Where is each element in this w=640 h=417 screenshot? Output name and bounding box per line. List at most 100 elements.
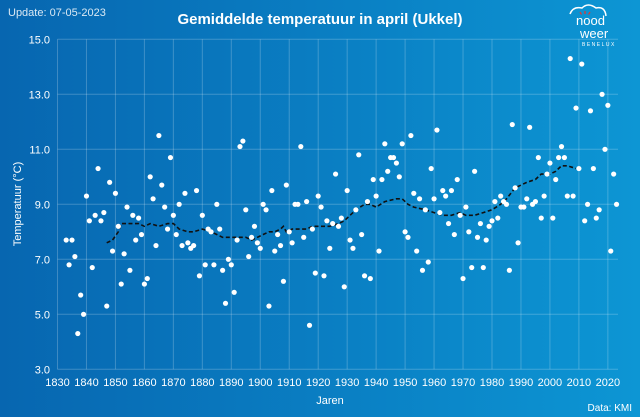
data-point xyxy=(379,176,385,183)
data-point xyxy=(544,171,550,177)
x-tick-label: 1990 xyxy=(509,377,533,389)
data-point xyxy=(228,262,234,268)
data-point xyxy=(193,187,200,194)
data-point xyxy=(286,229,292,235)
data-point xyxy=(596,207,602,213)
data-point xyxy=(422,207,428,213)
data-point xyxy=(124,204,130,210)
data-point xyxy=(170,212,176,218)
data-point xyxy=(121,251,127,257)
data-point xyxy=(112,190,119,196)
data-point xyxy=(393,160,400,166)
data-point xyxy=(78,292,84,298)
data-point xyxy=(202,262,208,268)
data-point xyxy=(443,193,449,199)
data-point xyxy=(509,121,515,128)
data-point xyxy=(451,231,457,238)
data-point xyxy=(75,330,81,337)
data-point xyxy=(599,91,605,97)
trend-line xyxy=(106,165,577,244)
data-point xyxy=(570,193,576,199)
data-point xyxy=(437,209,443,216)
data-point xyxy=(304,198,310,205)
data-point xyxy=(237,143,243,150)
x-tick-label: 1850 xyxy=(103,377,127,389)
data-point xyxy=(489,218,495,224)
data-point xyxy=(243,207,249,213)
data-point xyxy=(480,264,486,271)
data-point xyxy=(133,237,139,243)
data-point xyxy=(399,141,405,147)
source-label: Data: KMI xyxy=(588,403,632,414)
data-point xyxy=(593,215,599,221)
data-point xyxy=(211,262,217,268)
data-point xyxy=(350,245,356,251)
data-point xyxy=(370,176,376,183)
data-point xyxy=(564,193,570,199)
data-point xyxy=(138,231,145,238)
data-point xyxy=(179,242,185,249)
data-point xyxy=(411,190,417,196)
data-point xyxy=(332,171,339,177)
data-point xyxy=(611,171,617,177)
data-point xyxy=(225,256,232,262)
data-point xyxy=(532,198,539,205)
data-point xyxy=(164,226,171,232)
data-point xyxy=(95,165,101,172)
data-point xyxy=(506,267,512,273)
data-point xyxy=(199,212,205,218)
data-point xyxy=(257,245,263,251)
y-tick-label: 3.0 xyxy=(35,364,50,376)
data-point xyxy=(248,234,255,240)
data-point xyxy=(477,220,484,227)
data-point xyxy=(590,165,596,172)
data-point xyxy=(266,303,272,309)
data-point xyxy=(541,193,547,199)
data-point xyxy=(579,61,585,67)
data-point xyxy=(295,201,301,207)
data-point xyxy=(605,102,611,108)
data-point xyxy=(584,201,591,207)
data-point xyxy=(445,220,452,227)
data-point xyxy=(353,207,359,213)
data-point xyxy=(104,303,110,309)
data-point xyxy=(159,182,165,188)
data-point xyxy=(277,242,284,249)
x-tick-label: 1920 xyxy=(306,377,330,389)
x-tick-label: 1980 xyxy=(480,377,504,389)
data-point xyxy=(280,278,287,284)
x-tick-label: 2000 xyxy=(538,377,562,389)
data-point xyxy=(550,215,556,221)
x-axis-label: Jaren xyxy=(316,395,344,407)
data-point xyxy=(240,138,246,144)
data-point xyxy=(558,143,565,150)
data-point xyxy=(414,248,420,254)
data-point xyxy=(431,196,437,202)
data-point xyxy=(185,240,191,246)
x-tick-labels: 1830 1840 1850 1860 1870 1880 1890 1900 1910 1920… xyxy=(45,377,620,389)
data-point xyxy=(66,262,72,268)
data-point xyxy=(463,204,469,210)
data-point xyxy=(251,223,258,229)
y-tick-label: 5.0 xyxy=(35,309,50,321)
data-point xyxy=(83,193,90,199)
data-point xyxy=(416,196,423,202)
x-tick-label: 2010 xyxy=(567,377,591,389)
data-point xyxy=(434,127,440,133)
y-tick-label: 7.0 xyxy=(35,254,50,266)
data-point xyxy=(521,204,527,210)
data-point xyxy=(367,275,373,282)
data-point xyxy=(231,289,237,295)
data-point xyxy=(515,240,521,246)
data-point xyxy=(524,196,530,202)
data-point xyxy=(390,154,397,161)
y-tick-label: 11.0 xyxy=(29,144,50,156)
x-tick-label: 1830 xyxy=(45,377,69,389)
data-point xyxy=(275,231,281,238)
noodweer-logo: nood weer BENELUX xyxy=(569,4,614,48)
logo-text-nood: nood xyxy=(576,13,605,28)
data-point xyxy=(80,311,87,317)
data-point xyxy=(535,154,541,161)
data-point xyxy=(483,237,489,243)
